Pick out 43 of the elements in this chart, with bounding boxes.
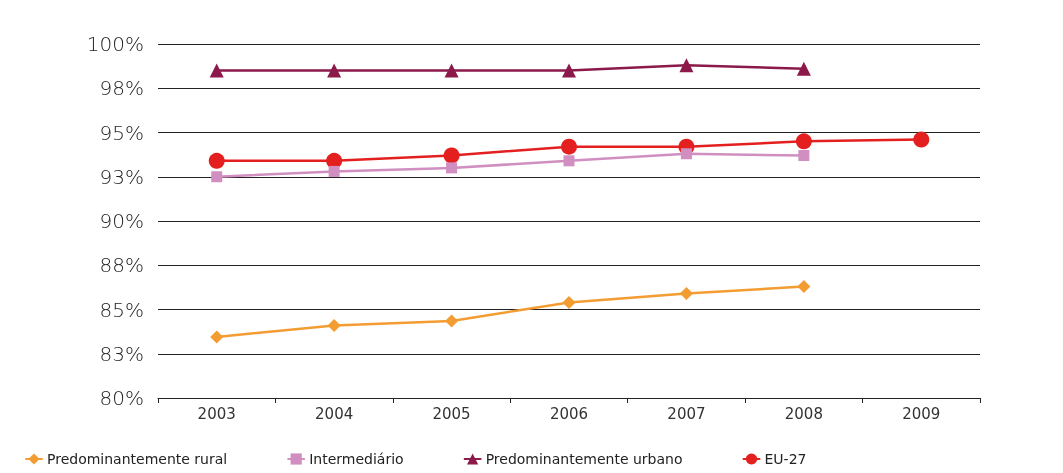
point xyxy=(328,165,340,177)
y-tick-label: 93% xyxy=(99,164,144,189)
point xyxy=(563,155,575,167)
point xyxy=(209,63,224,78)
y-tick-label: 83% xyxy=(99,341,144,366)
point xyxy=(562,295,576,309)
point xyxy=(797,279,811,293)
point xyxy=(562,63,576,78)
y-tick-label: 100% xyxy=(86,32,144,56)
y-tick-label: 88% xyxy=(99,253,144,278)
point xyxy=(561,138,577,155)
point xyxy=(679,58,694,73)
point xyxy=(795,133,812,150)
point xyxy=(208,152,225,169)
x-tick-label: 2007 xyxy=(667,404,706,423)
point xyxy=(444,63,459,78)
point xyxy=(445,314,459,328)
point xyxy=(446,162,458,174)
point xyxy=(327,318,341,332)
point xyxy=(913,131,930,148)
y-tick-label: 80% xyxy=(99,386,144,410)
legend-label: Predominantemente rural xyxy=(47,451,228,467)
x-tick-label: 2008 xyxy=(784,404,823,423)
x-tick-label: 2005 xyxy=(432,404,471,423)
x-tick-label: 2004 xyxy=(315,404,354,423)
y-tick-label: 95% xyxy=(99,120,144,145)
point xyxy=(798,150,810,162)
x-tick-label: 2009 xyxy=(902,404,941,423)
legend-label: Predominantemente urbano xyxy=(485,451,683,467)
point xyxy=(796,61,811,76)
point xyxy=(443,147,460,164)
point xyxy=(211,171,223,183)
x-tick-label: 2003 xyxy=(197,404,236,423)
y-tick-label: 98% xyxy=(99,76,144,101)
y-tick-label: 85% xyxy=(99,297,144,322)
y-tick-label: 90% xyxy=(99,209,144,233)
point xyxy=(327,63,342,78)
point xyxy=(679,287,693,301)
legend-label: Intermediário xyxy=(309,451,404,467)
point xyxy=(210,330,224,344)
point xyxy=(680,148,692,160)
x-tick-label: 2006 xyxy=(549,404,589,423)
legend-label: EU-27 xyxy=(764,451,807,467)
